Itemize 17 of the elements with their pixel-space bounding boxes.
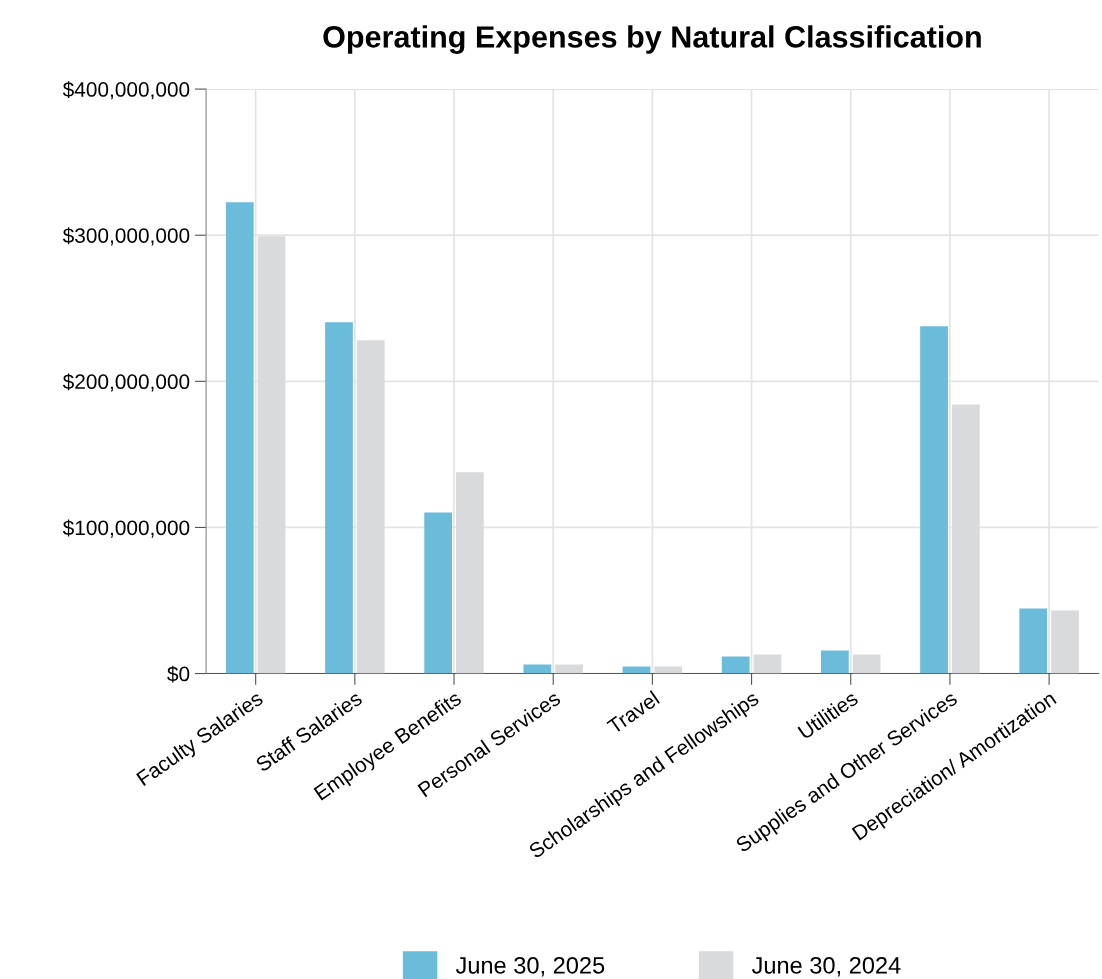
bar: [523, 664, 552, 674]
bar: [753, 654, 782, 674]
bar: [1019, 608, 1048, 674]
y-tick-label: $400,000,000: [62, 81, 190, 100]
chart-title: Operating Expenses by Natural Classification: [323, 25, 981, 54]
legend-label: June 30, 2024: [751, 956, 901, 977]
bar: [424, 512, 453, 674]
bar: [920, 326, 948, 674]
bar: [820, 650, 849, 674]
y-tick-label: $300,000,000: [62, 227, 190, 246]
y-tick-label: $100,000,000: [62, 519, 190, 538]
y-tick-label: $200,000,000: [62, 373, 190, 392]
bar: [325, 322, 353, 674]
legend-label: June 30, 2025: [455, 956, 605, 977]
bar: [721, 656, 750, 674]
bar: [225, 202, 254, 674]
y-tick-label: $0: [167, 665, 190, 683]
